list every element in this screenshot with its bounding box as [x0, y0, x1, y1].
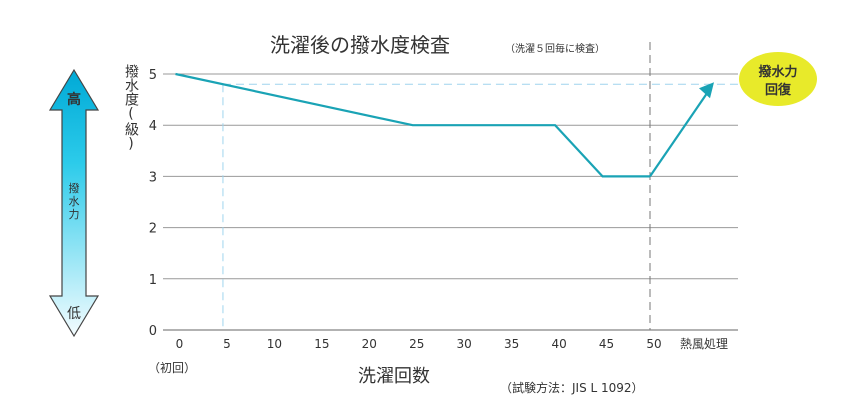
x-tick-label: 10	[267, 337, 282, 351]
x-tick-label: 45	[599, 337, 614, 351]
y-tick-label: 3	[149, 170, 157, 185]
y-tick-label: 1	[149, 273, 157, 288]
x-tick-label: 15	[314, 337, 329, 351]
y-tick-label: 4	[149, 119, 157, 134]
y-tick-label: 5	[149, 68, 157, 83]
x-extra-label: 熱風処理	[680, 337, 728, 351]
callout-line-2: 回復	[765, 82, 792, 98]
chart-subtitle: （洗濯５回毎に検査）	[505, 42, 605, 55]
recovery-line	[649, 92, 708, 178]
x-tick-label: 35	[504, 337, 519, 351]
method-note: （試験方法：JIS L 1092）	[500, 380, 644, 395]
chart-title: 洗濯後の撥水度検査	[270, 33, 450, 57]
recovery-arrowhead	[699, 82, 714, 99]
callout-line-1: 撥水力	[758, 64, 797, 80]
y-axis-label: 撥水度(級)	[123, 64, 139, 152]
x-tick-label: 0	[176, 337, 184, 351]
scale-label-char: 撥	[69, 181, 80, 195]
scale-label-char: 水	[69, 195, 80, 208]
callout-bubble	[739, 52, 817, 106]
x-first-note: （初回）	[148, 361, 196, 375]
y-tick-label: 0	[149, 324, 157, 339]
x-tick-label: 40	[551, 337, 566, 351]
x-tick-label: 25	[409, 337, 424, 351]
x-tick-label: 20	[362, 337, 377, 351]
scale-low: 低	[67, 306, 81, 322]
x-tick-label: 5	[223, 337, 231, 351]
x-tick-label: 50	[646, 337, 661, 351]
scale-label-char: 力	[69, 208, 80, 221]
scale-high: 高	[67, 91, 81, 108]
y-tick-label: 2	[149, 222, 157, 237]
x-axis-label: 洗濯回数	[358, 366, 430, 387]
x-tick-label: 30	[457, 337, 472, 351]
scale-arrow	[48, 68, 100, 338]
